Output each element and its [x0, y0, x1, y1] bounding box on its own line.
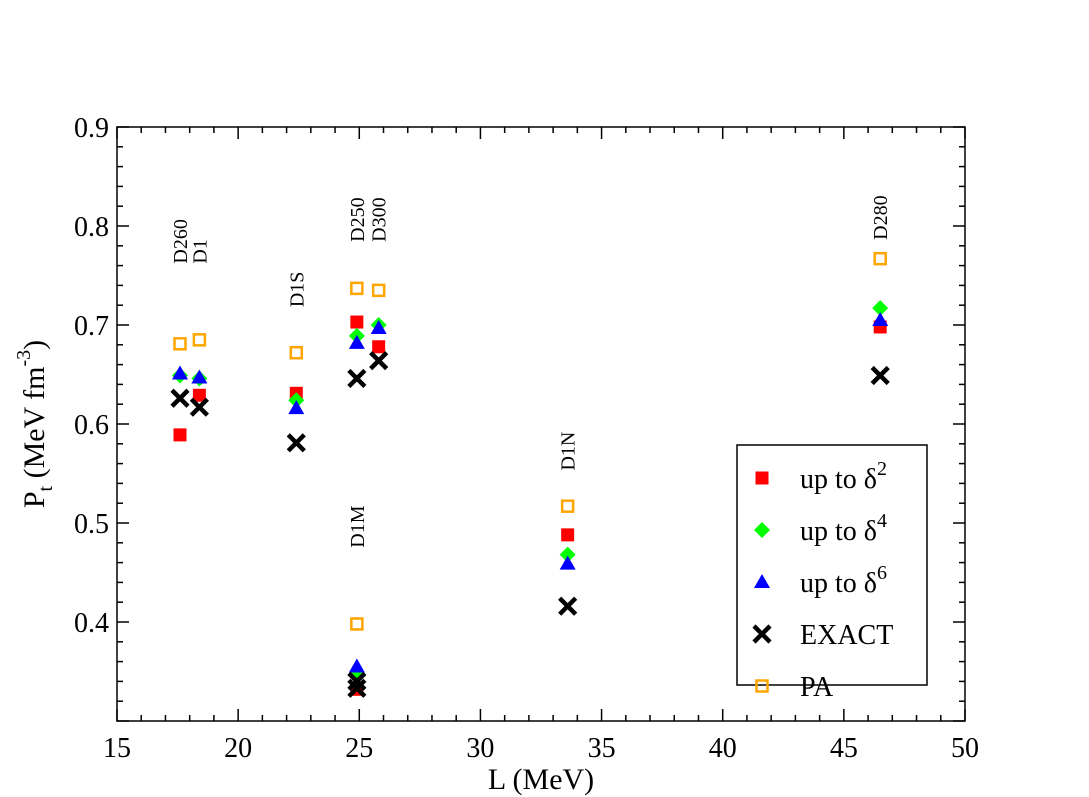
point-exact	[189, 397, 209, 417]
legend-marker-d4	[754, 522, 770, 538]
x-tick-label: 15	[103, 733, 131, 764]
point-d6	[171, 365, 188, 380]
axis-tick-labels: 15 20 25 30 35 40 45 50 0.4 0.5 0.6 0.7 0.8 0.9	[74, 113, 979, 764]
legend-label-exact: EXACT	[800, 620, 893, 651]
point-exact	[870, 365, 890, 386]
point-exact	[347, 671, 367, 691]
model-label: D1S	[286, 272, 308, 308]
legend-item-pa: PA	[755, 672, 834, 703]
model-label: D1M	[347, 505, 369, 547]
legend-marker-d2	[755, 471, 769, 485]
series-pa	[173, 251, 887, 631]
data-points	[170, 251, 890, 698]
legend-label-superscript: 2	[877, 458, 887, 480]
point-d6	[370, 319, 387, 334]
legend-items: up to δ2 up to δ4 up to δ6 EXACT PA	[752, 458, 893, 703]
y-axis-title-main: P	[18, 491, 51, 508]
y-tick-label: 0.7	[74, 311, 109, 342]
point-pa	[873, 251, 887, 266]
model-label: D260	[170, 219, 192, 263]
model-label: D250	[347, 197, 369, 241]
point-d6	[288, 400, 305, 415]
series-exact	[170, 351, 890, 698]
legend-label-d4: up to δ4	[800, 510, 887, 547]
x-tick-label: 45	[830, 733, 858, 764]
legend: up to δ2 up to δ4 up to δ6 EXACT PA	[736, 444, 928, 703]
point-pa	[289, 345, 304, 360]
legend-item-d2: up to δ2	[755, 458, 887, 495]
point-exact	[558, 596, 578, 616]
x-tick-label: 20	[224, 733, 252, 764]
legend-label-superscript: 6	[877, 562, 887, 584]
point-d6	[191, 369, 208, 384]
point-d2	[192, 388, 206, 402]
point-d6	[348, 334, 365, 349]
y-axis-title-units: (MeV fm	[18, 366, 51, 485]
legend-label-d2: up to δ2	[800, 458, 887, 495]
model-label: D1	[189, 239, 211, 263]
model-label: D280	[870, 195, 892, 239]
legend-item-exact: EXACT	[752, 620, 893, 651]
y-tick-label: 0.8	[74, 212, 109, 243]
point-pa	[371, 283, 386, 298]
legend-label-d6: up to δ6	[800, 562, 887, 599]
model-label: D1N	[558, 432, 580, 471]
point-exact	[286, 433, 306, 453]
x-axis-title: L (MeV)	[488, 763, 594, 796]
point-pa	[192, 333, 207, 347]
point-d6	[348, 658, 365, 673]
y-tick-label: 0.6	[74, 410, 109, 441]
legend-item-d4: up to δ4	[754, 510, 887, 547]
y-axis-title-subscript: t	[35, 485, 57, 491]
point-pa	[560, 499, 575, 513]
y-axis-title-units-close: )	[18, 340, 51, 350]
y-tick-label: 0.9	[74, 113, 109, 144]
point-exact	[170, 388, 190, 408]
point-pa	[350, 617, 364, 631]
point-exact	[347, 678, 367, 698]
axis-ticks	[116, 126, 966, 722]
x-tick-label: 30	[466, 733, 494, 764]
point-d2	[372, 340, 386, 354]
point-pa	[350, 281, 364, 296]
point-exact	[369, 351, 389, 371]
legend-marker-exact	[752, 624, 772, 644]
x-tick-label: 25	[345, 733, 373, 764]
point-exact	[347, 368, 367, 389]
legend-box	[736, 444, 928, 686]
point-d2	[561, 528, 575, 542]
point-pa	[173, 337, 187, 351]
legend-item-d6: up to δ6	[754, 562, 887, 599]
y-tick-label: 0.5	[74, 509, 109, 540]
point-d4	[559, 546, 576, 563]
point-d4	[872, 300, 889, 317]
y-tick-label: 0.4	[74, 608, 109, 639]
y-axis-title: Pt (MeV fm-3)	[13, 340, 57, 508]
point-d2	[173, 428, 187, 442]
legend-label-superscript: 4	[877, 510, 887, 532]
legend-marker-d6	[754, 574, 770, 588]
legend-marker-pa	[755, 679, 769, 693]
series-d6	[171, 312, 889, 673]
legend-label-pa: PA	[800, 672, 834, 703]
x-tick-label: 35	[588, 733, 616, 764]
model-label: D300	[369, 197, 391, 241]
point-d6	[559, 555, 576, 570]
point-d6	[872, 312, 889, 327]
x-tick-label: 50	[951, 733, 979, 764]
point-d2	[350, 315, 364, 329]
y-axis-title-superscript: -3	[13, 350, 35, 367]
x-tick-label: 40	[709, 733, 737, 764]
